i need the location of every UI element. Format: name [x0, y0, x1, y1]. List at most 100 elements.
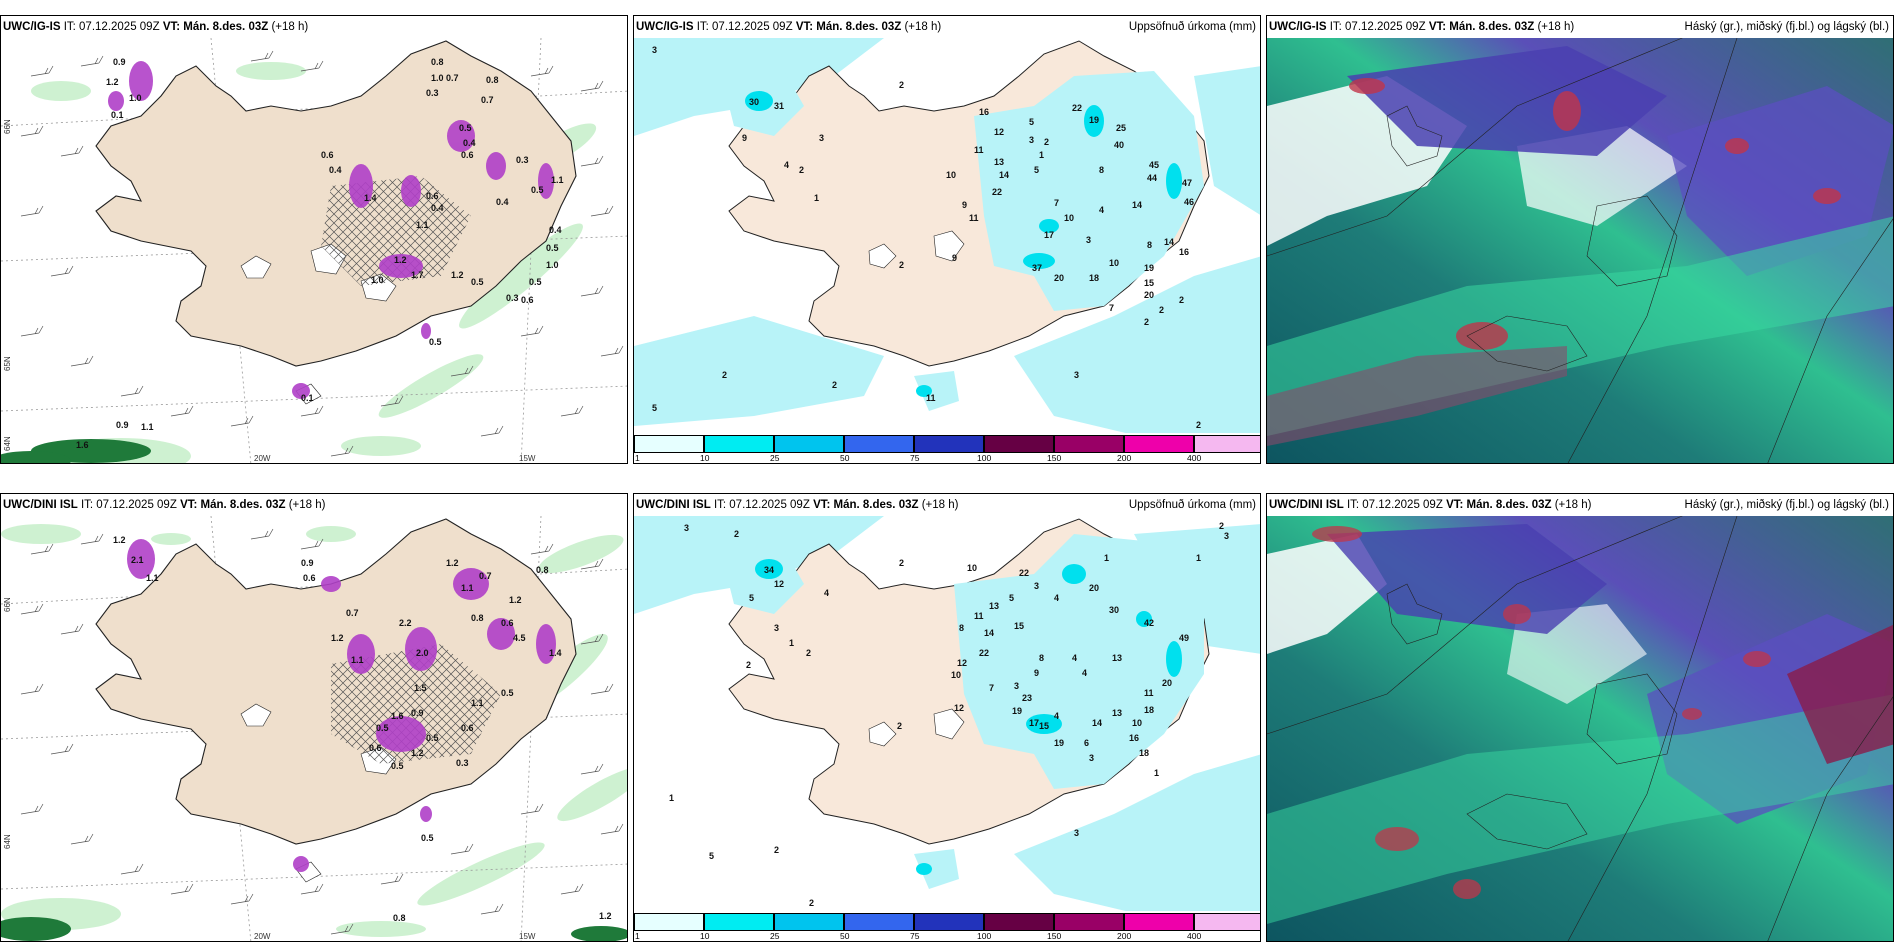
value-label: 1.1: [461, 583, 474, 593]
init-time: IT: 07.12.2025 09Z: [63, 21, 160, 33]
value-label: 0.1: [111, 110, 124, 120]
value-label: 2: [1159, 305, 1165, 315]
value-label: 12: [954, 703, 965, 713]
value-label: 0.6: [321, 150, 334, 160]
value-label: 23: [1022, 693, 1033, 703]
value-label: 1.1: [146, 573, 159, 583]
valid-time: VT: Mán. 8.des. 03Z: [813, 499, 919, 511]
value-label: 13: [989, 601, 1000, 611]
colorbar-swatch: [704, 913, 774, 931]
value-label: 0.6: [303, 573, 316, 583]
colorbar-tick: 150: [1047, 453, 1062, 463]
value-label: 4: [1082, 668, 1088, 678]
value-label: 12: [957, 658, 968, 668]
value-label: 7: [1054, 198, 1060, 208]
value-label: 19: [1012, 706, 1023, 716]
value-label: 0.8: [431, 57, 444, 67]
value-label: 1.1: [141, 422, 154, 432]
value-label: 4: [784, 160, 790, 170]
value-label: 0.6: [369, 743, 382, 753]
value-label: 4: [1054, 711, 1060, 721]
value-label: 0.3: [426, 88, 439, 98]
value-label: 37: [1032, 263, 1043, 273]
colorbar-tick: 75: [910, 453, 920, 463]
colorbar-swatch: [774, 435, 844, 453]
colorbar-tick: 400: [1187, 453, 1202, 463]
value-label: 13: [1112, 653, 1123, 663]
lead-time: (+18 h): [288, 499, 326, 511]
axis-label-lon: 20W: [254, 454, 271, 463]
lead-time: (+18 h): [904, 21, 942, 33]
panel-title: Háský (gr.), miðský (fj.bl.) og lágský (…: [1684, 499, 1889, 511]
value-label: 47: [1182, 178, 1193, 188]
value-label: 16: [979, 107, 990, 117]
value-label: 1: [814, 193, 820, 203]
value-label: 2: [899, 80, 905, 90]
value-label: 8: [1147, 240, 1153, 250]
value-label: 0.4: [496, 197, 509, 207]
value-label: 0.9: [301, 558, 314, 568]
value-label: 19: [1089, 115, 1100, 125]
accumulated-precip-map: [634, 516, 1260, 913]
value-label: 0.8: [471, 613, 484, 623]
axis-label-lon: 15W: [519, 454, 536, 463]
valid-time: VT: Mán. 8.des. 03Z: [1446, 499, 1552, 511]
value-label: 14: [1092, 718, 1103, 728]
axis-label-lat: 66N: [3, 597, 12, 612]
accumulated-precip-map: [634, 38, 1260, 435]
value-label: 0.3: [506, 293, 519, 303]
value-label: 7: [1109, 303, 1115, 313]
value-label: 16: [1179, 247, 1190, 257]
value-label: 13: [994, 157, 1005, 167]
colorbar-swatch: [914, 435, 984, 453]
value-label: 18: [1139, 748, 1150, 758]
value-label: 1: [669, 793, 675, 803]
value-label: 22: [1072, 103, 1083, 113]
colorbar-tick: 10: [700, 453, 710, 463]
value-label: 2: [832, 380, 838, 390]
value-label: 1.2: [446, 558, 459, 568]
value-label: 5: [1029, 117, 1035, 127]
value-label: 0.5: [429, 337, 442, 347]
model-name: UWC/IG-IS: [3, 21, 61, 33]
value-label: 4: [1072, 653, 1078, 663]
value-label: 1.5: [414, 683, 427, 693]
value-label: 25: [1116, 123, 1127, 133]
value-label: 0.4: [329, 165, 342, 175]
colorbar-tick: 1: [635, 931, 640, 941]
init-time: IT: 07.12.2025 09Z: [1346, 499, 1443, 511]
colorbar-swatch: [1194, 913, 1260, 931]
value-label: 2: [897, 721, 903, 731]
value-label: 2: [734, 529, 740, 539]
value-label: 1.2: [106, 77, 119, 87]
value-label: 1.0: [431, 73, 444, 83]
colorbar: 1 10 25 50 75 100 150 200 400: [634, 911, 1260, 941]
value-label: 1.1: [471, 698, 484, 708]
value-label: 49: [1179, 633, 1190, 643]
model-name: UWC/IG-IS: [636, 21, 694, 33]
value-label: 3: [684, 523, 690, 533]
valid-time: VT: Mán. 8.des. 03Z: [180, 499, 286, 511]
colorbar-swatch: [844, 913, 914, 931]
value-label: 2: [1196, 420, 1202, 430]
value-label: 0.4: [431, 203, 444, 213]
value-label: 45: [1149, 160, 1160, 170]
map-panel-ig-clouds: UWC/IG-IS IT: 07.12.2025 09Z VT: Mán. 8.…: [1266, 15, 1894, 464]
value-label: 2.2: [399, 618, 412, 628]
value-label: 2: [809, 898, 815, 908]
value-label: 0.5: [529, 277, 542, 287]
colorbar-swatch: [914, 913, 984, 931]
axis-label-lon: 20W: [254, 932, 271, 941]
value-label: 34: [764, 565, 775, 575]
panel-title: Uppsöfnuð úrkoma (mm): [1128, 21, 1256, 33]
colorbar-tick: 200: [1117, 931, 1132, 941]
value-label: 10: [1064, 213, 1075, 223]
colorbar-swatch: [1124, 435, 1194, 453]
value-label: 1: [789, 638, 795, 648]
colorbar-tick: 1: [635, 453, 640, 463]
value-label: 3: [1029, 135, 1035, 145]
value-label: 46: [1184, 197, 1195, 207]
value-label: 31: [774, 101, 785, 111]
panel-header: UWC/DINI ISL IT: 07.12.2025 09Z VT: Mán.…: [634, 494, 1260, 516]
value-label: 2: [799, 165, 805, 175]
